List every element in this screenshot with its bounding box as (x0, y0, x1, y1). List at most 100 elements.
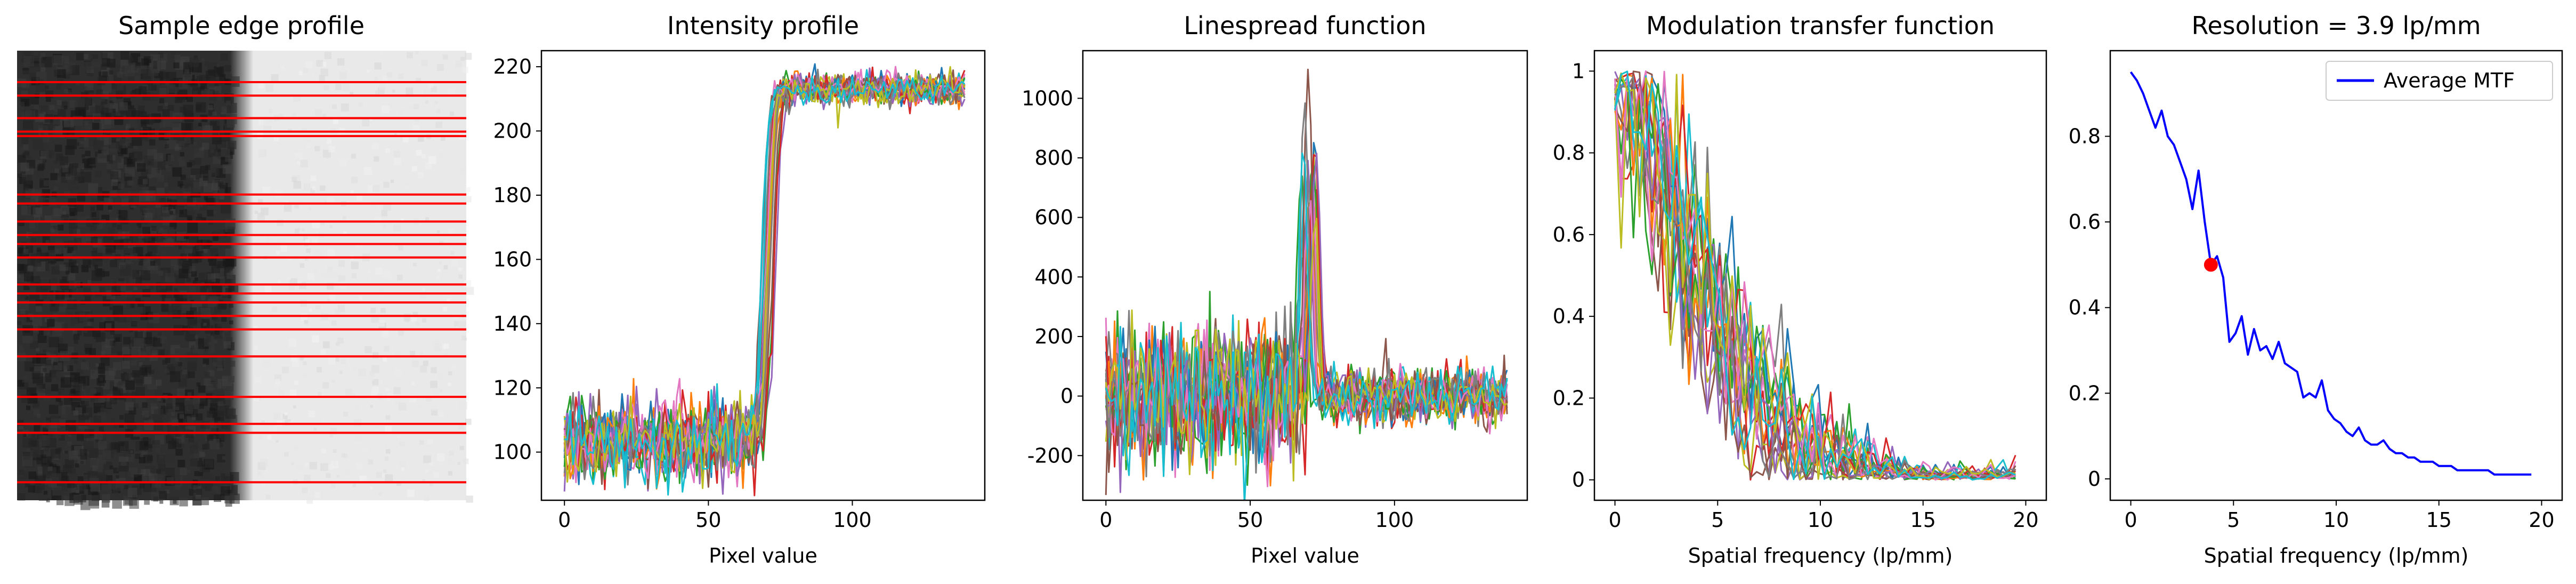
mtf-series-line (1614, 70, 2016, 481)
noise-speck (335, 357, 339, 362)
noise-speck (207, 210, 214, 217)
noise-speck (18, 275, 21, 278)
noise-speck (107, 74, 114, 81)
noise-speck (157, 60, 166, 70)
noise-speck (150, 370, 155, 374)
noise-speck (303, 361, 307, 365)
noise-speck (137, 179, 143, 185)
noise-speck (41, 277, 49, 285)
noise-speck (111, 442, 119, 450)
noise-speck (422, 288, 425, 291)
noise-speck (112, 222, 117, 227)
x-axis-label: Pixel value (709, 544, 817, 567)
noise-speck (461, 335, 466, 340)
noise-speck (430, 462, 433, 466)
noise-speck (352, 484, 356, 487)
noise-speck (351, 273, 357, 278)
noise-speck (67, 365, 74, 371)
noise-speck (68, 273, 76, 281)
panel-title: Intensity profile (667, 11, 859, 40)
noise-speck (214, 494, 222, 502)
noise-speck (109, 307, 113, 310)
noise-speck (273, 136, 279, 142)
noise-speck (85, 420, 91, 426)
noise-speck (188, 404, 193, 410)
noise-speck (161, 250, 167, 255)
noise-speck (120, 387, 126, 394)
x-tick-label: 20 (2013, 508, 2038, 532)
noise-speck (192, 280, 197, 284)
noise-speck (72, 330, 78, 335)
noise-speck (229, 361, 236, 367)
noise-speck (267, 435, 272, 440)
noise-speck (220, 53, 228, 61)
noise-speck (175, 295, 183, 303)
noise-speck (35, 81, 46, 92)
noise-speck (200, 398, 208, 406)
noise-speck (364, 477, 369, 482)
noise-speck (23, 249, 29, 254)
noise-speck (278, 280, 281, 284)
noise-speck (92, 59, 101, 68)
noise-speck (57, 312, 68, 323)
noise-speck (431, 409, 438, 416)
noise-speck (167, 364, 174, 370)
noise-speck (129, 499, 139, 509)
noise-speck (40, 63, 45, 68)
noise-speck (335, 342, 340, 346)
noise-speck (228, 74, 232, 78)
noise-speck (415, 51, 419, 54)
noise-speck (179, 437, 185, 444)
noise-speck (112, 84, 117, 90)
noise-speck (351, 177, 358, 183)
noise-speck (425, 100, 429, 104)
noise-speck (40, 67, 46, 72)
noise-speck (108, 205, 112, 210)
noise-speck (19, 345, 23, 349)
noise-speck (273, 413, 281, 420)
noise-speck (51, 284, 57, 290)
noise-speck (149, 139, 156, 146)
noise-speck (142, 187, 148, 193)
noise-speck (75, 463, 79, 468)
noise-speck (158, 153, 166, 161)
noise-speck (320, 68, 329, 77)
noise-speck (306, 497, 313, 504)
noise-speck (191, 210, 196, 214)
noise-speck (36, 388, 46, 398)
noise-speck (46, 150, 55, 159)
noise-speck (113, 481, 123, 491)
noise-speck (55, 402, 60, 406)
noise-speck (303, 68, 309, 73)
noise-speck (20, 111, 27, 118)
noise-speck (131, 105, 134, 109)
noise-speck (166, 468, 175, 477)
noise-speck (127, 142, 133, 148)
noise-speck (218, 188, 225, 195)
noise-speck (90, 206, 95, 211)
noise-speck (68, 312, 73, 317)
noise-speck (157, 161, 166, 170)
noise-speck (368, 459, 373, 465)
noise-speck (442, 54, 448, 60)
noise-speck (157, 286, 161, 291)
noise-speck (428, 156, 436, 164)
noise-speck (95, 171, 102, 178)
noise-speck (92, 433, 98, 439)
noise-speck (100, 377, 103, 381)
noise-speck (25, 482, 30, 487)
y-tick-label: 200 (1034, 325, 1073, 348)
noise-speck (385, 274, 392, 280)
noise-speck (297, 228, 301, 231)
noise-speck (136, 270, 140, 274)
noise-speck (313, 428, 317, 431)
noise-speck (427, 439, 433, 445)
noise-speck (190, 143, 199, 153)
noise-speck (206, 279, 212, 285)
noise-speck (417, 135, 424, 142)
noise-speck (121, 451, 126, 456)
noise-speck (118, 151, 124, 157)
noise-speck (128, 55, 132, 59)
noise-speck (207, 411, 214, 418)
noise-speck (180, 174, 186, 180)
